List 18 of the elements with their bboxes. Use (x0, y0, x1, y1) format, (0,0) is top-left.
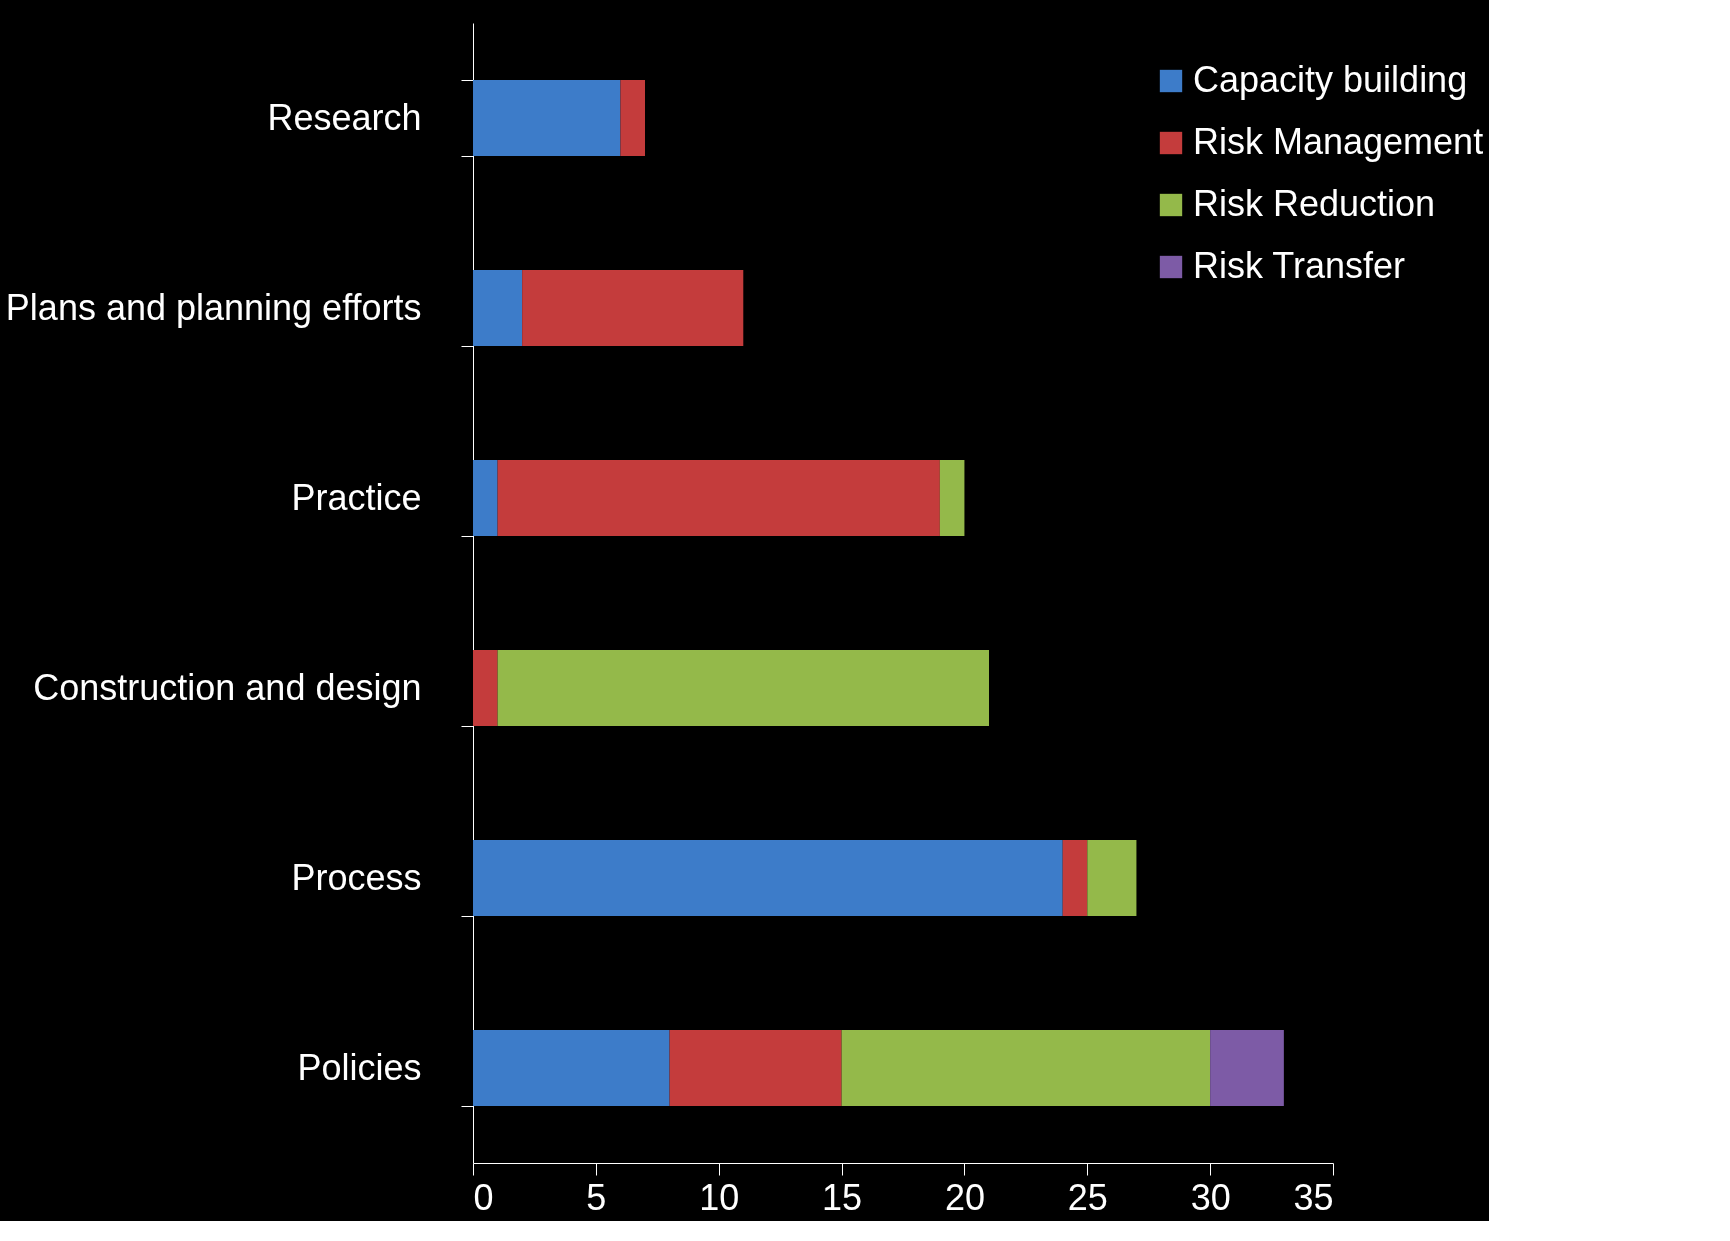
x-tick-label: 35 (1293, 1176, 1334, 1218)
legend-label: Risk Management (1193, 121, 1484, 162)
y-tick-label: Construction and design (33, 666, 422, 708)
y-tick-label: Research (267, 96, 422, 138)
x-tick-label: 30 (1190, 1176, 1231, 1218)
legend-label: Risk Transfer (1193, 245, 1406, 286)
y-tick-label: Plans and planning efforts (5, 286, 422, 328)
legend-label: Capacity building (1193, 59, 1468, 100)
x-tick-label: 15 (822, 1176, 863, 1218)
x-tick-label: 5 (586, 1176, 607, 1218)
x-tick-label: 0 (473, 1176, 494, 1218)
x-tick-label: 20 (944, 1176, 985, 1218)
y-tick-label: Practice (291, 476, 422, 518)
y-tick-label: Policies (297, 1046, 422, 1088)
x-tick-label: 25 (1067, 1176, 1108, 1218)
y-tick-label: Process (291, 856, 422, 898)
x-tick-label: 10 (699, 1176, 740, 1218)
legend-label: Risk Reduction (1193, 183, 1436, 224)
